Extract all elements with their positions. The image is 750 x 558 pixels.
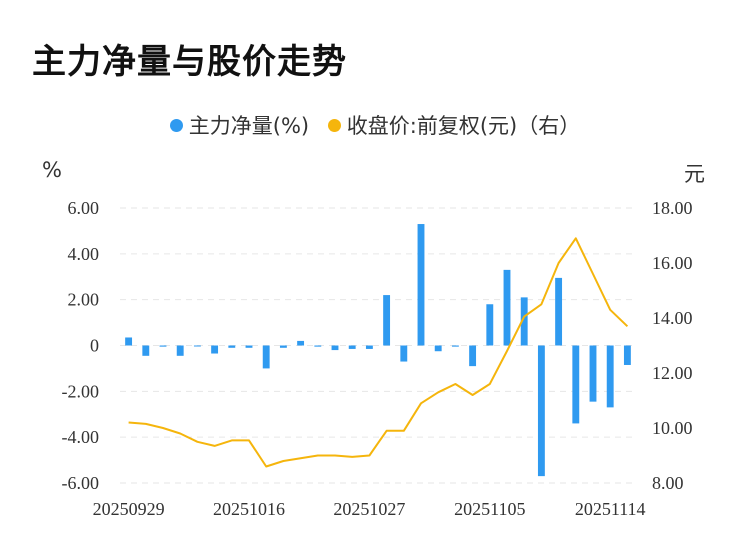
- legend: 主力净量(%) 收盘价:前复权(元)（右）: [0, 110, 750, 140]
- bar: [297, 340, 305, 346]
- bar: [348, 345, 356, 349]
- bar: [383, 295, 391, 346]
- bar: [555, 277, 563, 346]
- bar: [572, 345, 580, 424]
- bar: [417, 224, 425, 346]
- bar: [469, 345, 477, 367]
- x-tick-label: 20251027: [333, 499, 405, 519]
- bar: [520, 297, 528, 346]
- legend-item-net-flow[interactable]: 主力净量(%): [169, 110, 310, 140]
- bar: [503, 269, 511, 346]
- left-tick-label: -4.00: [62, 427, 100, 447]
- bar: [623, 345, 631, 365]
- left-axis-unit: %: [42, 158, 62, 182]
- left-tick-label: -2.00: [62, 381, 100, 401]
- left-tick-label: 6.00: [68, 198, 100, 218]
- price-line: [128, 237, 629, 468]
- bar: [125, 337, 133, 346]
- bar: [537, 345, 545, 477]
- x-tick-label: 20251114: [575, 499, 646, 519]
- bar: [400, 345, 408, 362]
- left-tick-label: 0: [90, 336, 99, 356]
- right-tick-label: 8.00: [652, 473, 684, 493]
- right-tick-label: 14.00: [652, 308, 693, 328]
- bar: [365, 345, 373, 349]
- bar: [159, 345, 167, 347]
- bar: [314, 345, 322, 347]
- legend-dot-orange-icon: [327, 118, 341, 132]
- bar: [451, 345, 459, 347]
- bar: [262, 345, 270, 369]
- legend-item-close-price[interactable]: 收盘价:前复权(元)（右）: [327, 110, 581, 140]
- bar: [486, 304, 494, 346]
- bar: [193, 345, 201, 347]
- legend-label-net-flow: 主力净量(%): [188, 114, 310, 138]
- bar: [331, 345, 339, 351]
- bar: [279, 345, 287, 348]
- right-tick-label: 16.00: [652, 253, 693, 273]
- bar: [176, 345, 184, 356]
- bar: [434, 345, 442, 352]
- chart-title: 主力净量与股价走势: [32, 42, 347, 82]
- x-tick-label: 20251016: [213, 499, 285, 519]
- right-axis-unit: 元: [684, 162, 705, 186]
- bar: [211, 345, 219, 354]
- x-tick-label: 20251105: [454, 499, 525, 519]
- x-tick-label: 20250929: [93, 499, 165, 519]
- left-tick-label: -6.00: [62, 473, 100, 493]
- legend-label-close-price: 收盘价:前复权(元)（右）: [346, 114, 581, 138]
- legend-dot-blue-icon: [169, 118, 183, 132]
- bar: [589, 345, 597, 402]
- right-tick-label: 12.00: [652, 363, 693, 383]
- bar: [142, 345, 150, 356]
- right-tick-label: 18.00: [652, 198, 693, 218]
- bar: [245, 345, 253, 348]
- bar: [606, 345, 614, 408]
- bar: [228, 345, 236, 348]
- left-tick-label: 2.00: [68, 290, 100, 310]
- right-tick-label: 10.00: [652, 418, 693, 438]
- left-tick-label: 4.00: [68, 244, 100, 264]
